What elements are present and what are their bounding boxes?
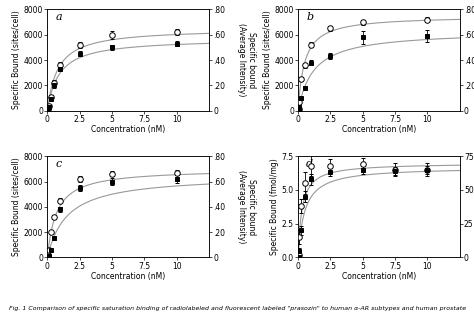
Y-axis label: Specific bound
(Average Intensity): Specific bound (Average Intensity): [237, 170, 256, 244]
Text: d: d: [306, 159, 313, 169]
Text: a: a: [55, 13, 62, 23]
X-axis label: Concentration (nM): Concentration (nM): [91, 272, 165, 281]
Text: c: c: [55, 159, 62, 169]
Text: b: b: [306, 13, 313, 23]
Text: Fig. 1 Comparison of specific saturation binding of radiolabeled and fluorescent: Fig. 1 Comparison of specific saturation…: [9, 306, 466, 311]
Y-axis label: Specific Bound (sites/cell): Specific Bound (sites/cell): [12, 158, 21, 256]
X-axis label: Concentration (nM): Concentration (nM): [91, 125, 165, 134]
Y-axis label: Specific Bound (sites/cell): Specific Bound (sites/cell): [12, 11, 21, 109]
Y-axis label: Specific Bound (fmol/mg): Specific Bound (fmol/mg): [270, 159, 279, 255]
Y-axis label: Specific bound
(Average Intensity): Specific bound (Average Intensity): [237, 23, 256, 97]
Y-axis label: Specific Bound (sites/cell): Specific Bound (sites/cell): [263, 11, 272, 109]
X-axis label: Concentration (nM): Concentration (nM): [342, 125, 416, 134]
X-axis label: Concentration (nM): Concentration (nM): [342, 272, 416, 281]
